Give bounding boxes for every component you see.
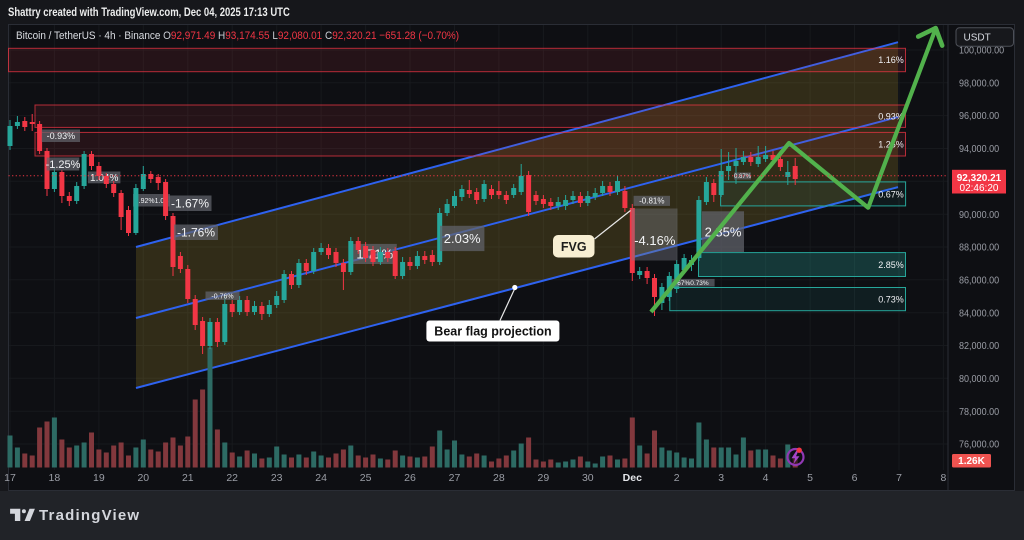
svg-text:18: 18 — [49, 472, 61, 484]
svg-text:80,000.00: 80,000.00 — [959, 373, 1000, 385]
svg-text:0.73%: 0.73% — [878, 294, 904, 304]
svg-text:0.67%: 0.67% — [878, 190, 904, 200]
svg-text:28: 28 — [493, 472, 505, 484]
svg-text:98,000.00: 98,000.00 — [959, 78, 1000, 90]
svg-text:4: 4 — [763, 472, 769, 484]
svg-text:02:46:20: 02:46:20 — [960, 183, 999, 194]
svg-text:94,000.00: 94,000.00 — [959, 144, 1000, 156]
svg-text:-4.16%: -4.16% — [634, 233, 676, 248]
svg-text:-1.76%: -1.76% — [177, 226, 215, 240]
svg-text:17: 17 — [4, 472, 16, 484]
svg-text:USDT: USDT — [964, 33, 991, 44]
svg-text:7: 7 — [896, 472, 902, 484]
svg-text:1.16%: 1.16% — [878, 55, 904, 65]
svg-text:22: 22 — [226, 472, 238, 484]
svg-text:6: 6 — [852, 472, 858, 484]
svg-text:5: 5 — [807, 472, 813, 484]
svg-text:86,000.00: 86,000.00 — [959, 275, 1000, 287]
svg-text:2.85%: 2.85% — [878, 260, 904, 270]
svg-text:19: 19 — [93, 472, 105, 484]
svg-text:2: 2 — [674, 472, 680, 484]
svg-text:Dec: Dec — [623, 472, 642, 484]
svg-text:-1.67%: -1.67% — [171, 197, 209, 211]
svg-text:-1.25%: -1.25% — [46, 159, 81, 171]
svg-text:TradingView: TradingView — [39, 507, 140, 524]
svg-text:90,000.00: 90,000.00 — [959, 209, 1000, 221]
svg-text:FVG: FVG — [561, 240, 587, 254]
svg-text:Bear flag projection: Bear flag projection — [434, 325, 551, 339]
svg-text:30: 30 — [582, 472, 594, 484]
svg-text:88,000.00: 88,000.00 — [959, 242, 1000, 254]
svg-text:0.93%: 0.93% — [878, 111, 904, 121]
svg-text:29: 29 — [538, 472, 550, 484]
svg-text:82,000.00: 82,000.00 — [959, 341, 1000, 353]
svg-text:8: 8 — [940, 472, 946, 484]
svg-text:24: 24 — [315, 472, 327, 484]
svg-text:23: 23 — [271, 472, 283, 484]
svg-text:20: 20 — [137, 472, 149, 484]
svg-text:Bitcoin / TetherUS · 4h · Bina: Bitcoin / TetherUS · 4h · Binance O92,97… — [16, 29, 459, 42]
svg-text:92,320.21: 92,320.21 — [957, 173, 1002, 184]
svg-text:1.92%1.04: 1.92%1.04 — [135, 198, 169, 205]
svg-text:78,000.00: 78,000.00 — [959, 406, 1000, 418]
svg-text:1.26K: 1.26K — [958, 456, 985, 467]
svg-text:-0.81%: -0.81% — [639, 197, 664, 206]
svg-text:0.67%: 0.67% — [734, 174, 752, 180]
svg-text:96,000.00: 96,000.00 — [959, 111, 1000, 123]
svg-text:-0.76%: -0.76% — [211, 293, 233, 300]
svg-text:2.03%: 2.03% — [444, 231, 481, 246]
svg-text:-0.93%: -0.93% — [47, 131, 76, 141]
svg-text:25: 25 — [360, 472, 372, 484]
svg-text:67%0.73%: 67%0.73% — [677, 280, 709, 287]
svg-text:84,000.00: 84,000.00 — [959, 308, 1000, 320]
svg-text:100,000.00: 100,000.00 — [959, 45, 1005, 57]
svg-text:Shattry created with TradingVi: Shattry created with TradingView.com, De… — [8, 6, 290, 19]
svg-text:26: 26 — [404, 472, 416, 484]
svg-text:27: 27 — [449, 472, 461, 484]
svg-text:3: 3 — [718, 472, 724, 484]
svg-text:76,000.00: 76,000.00 — [959, 439, 1000, 451]
svg-text:21: 21 — [182, 472, 194, 484]
